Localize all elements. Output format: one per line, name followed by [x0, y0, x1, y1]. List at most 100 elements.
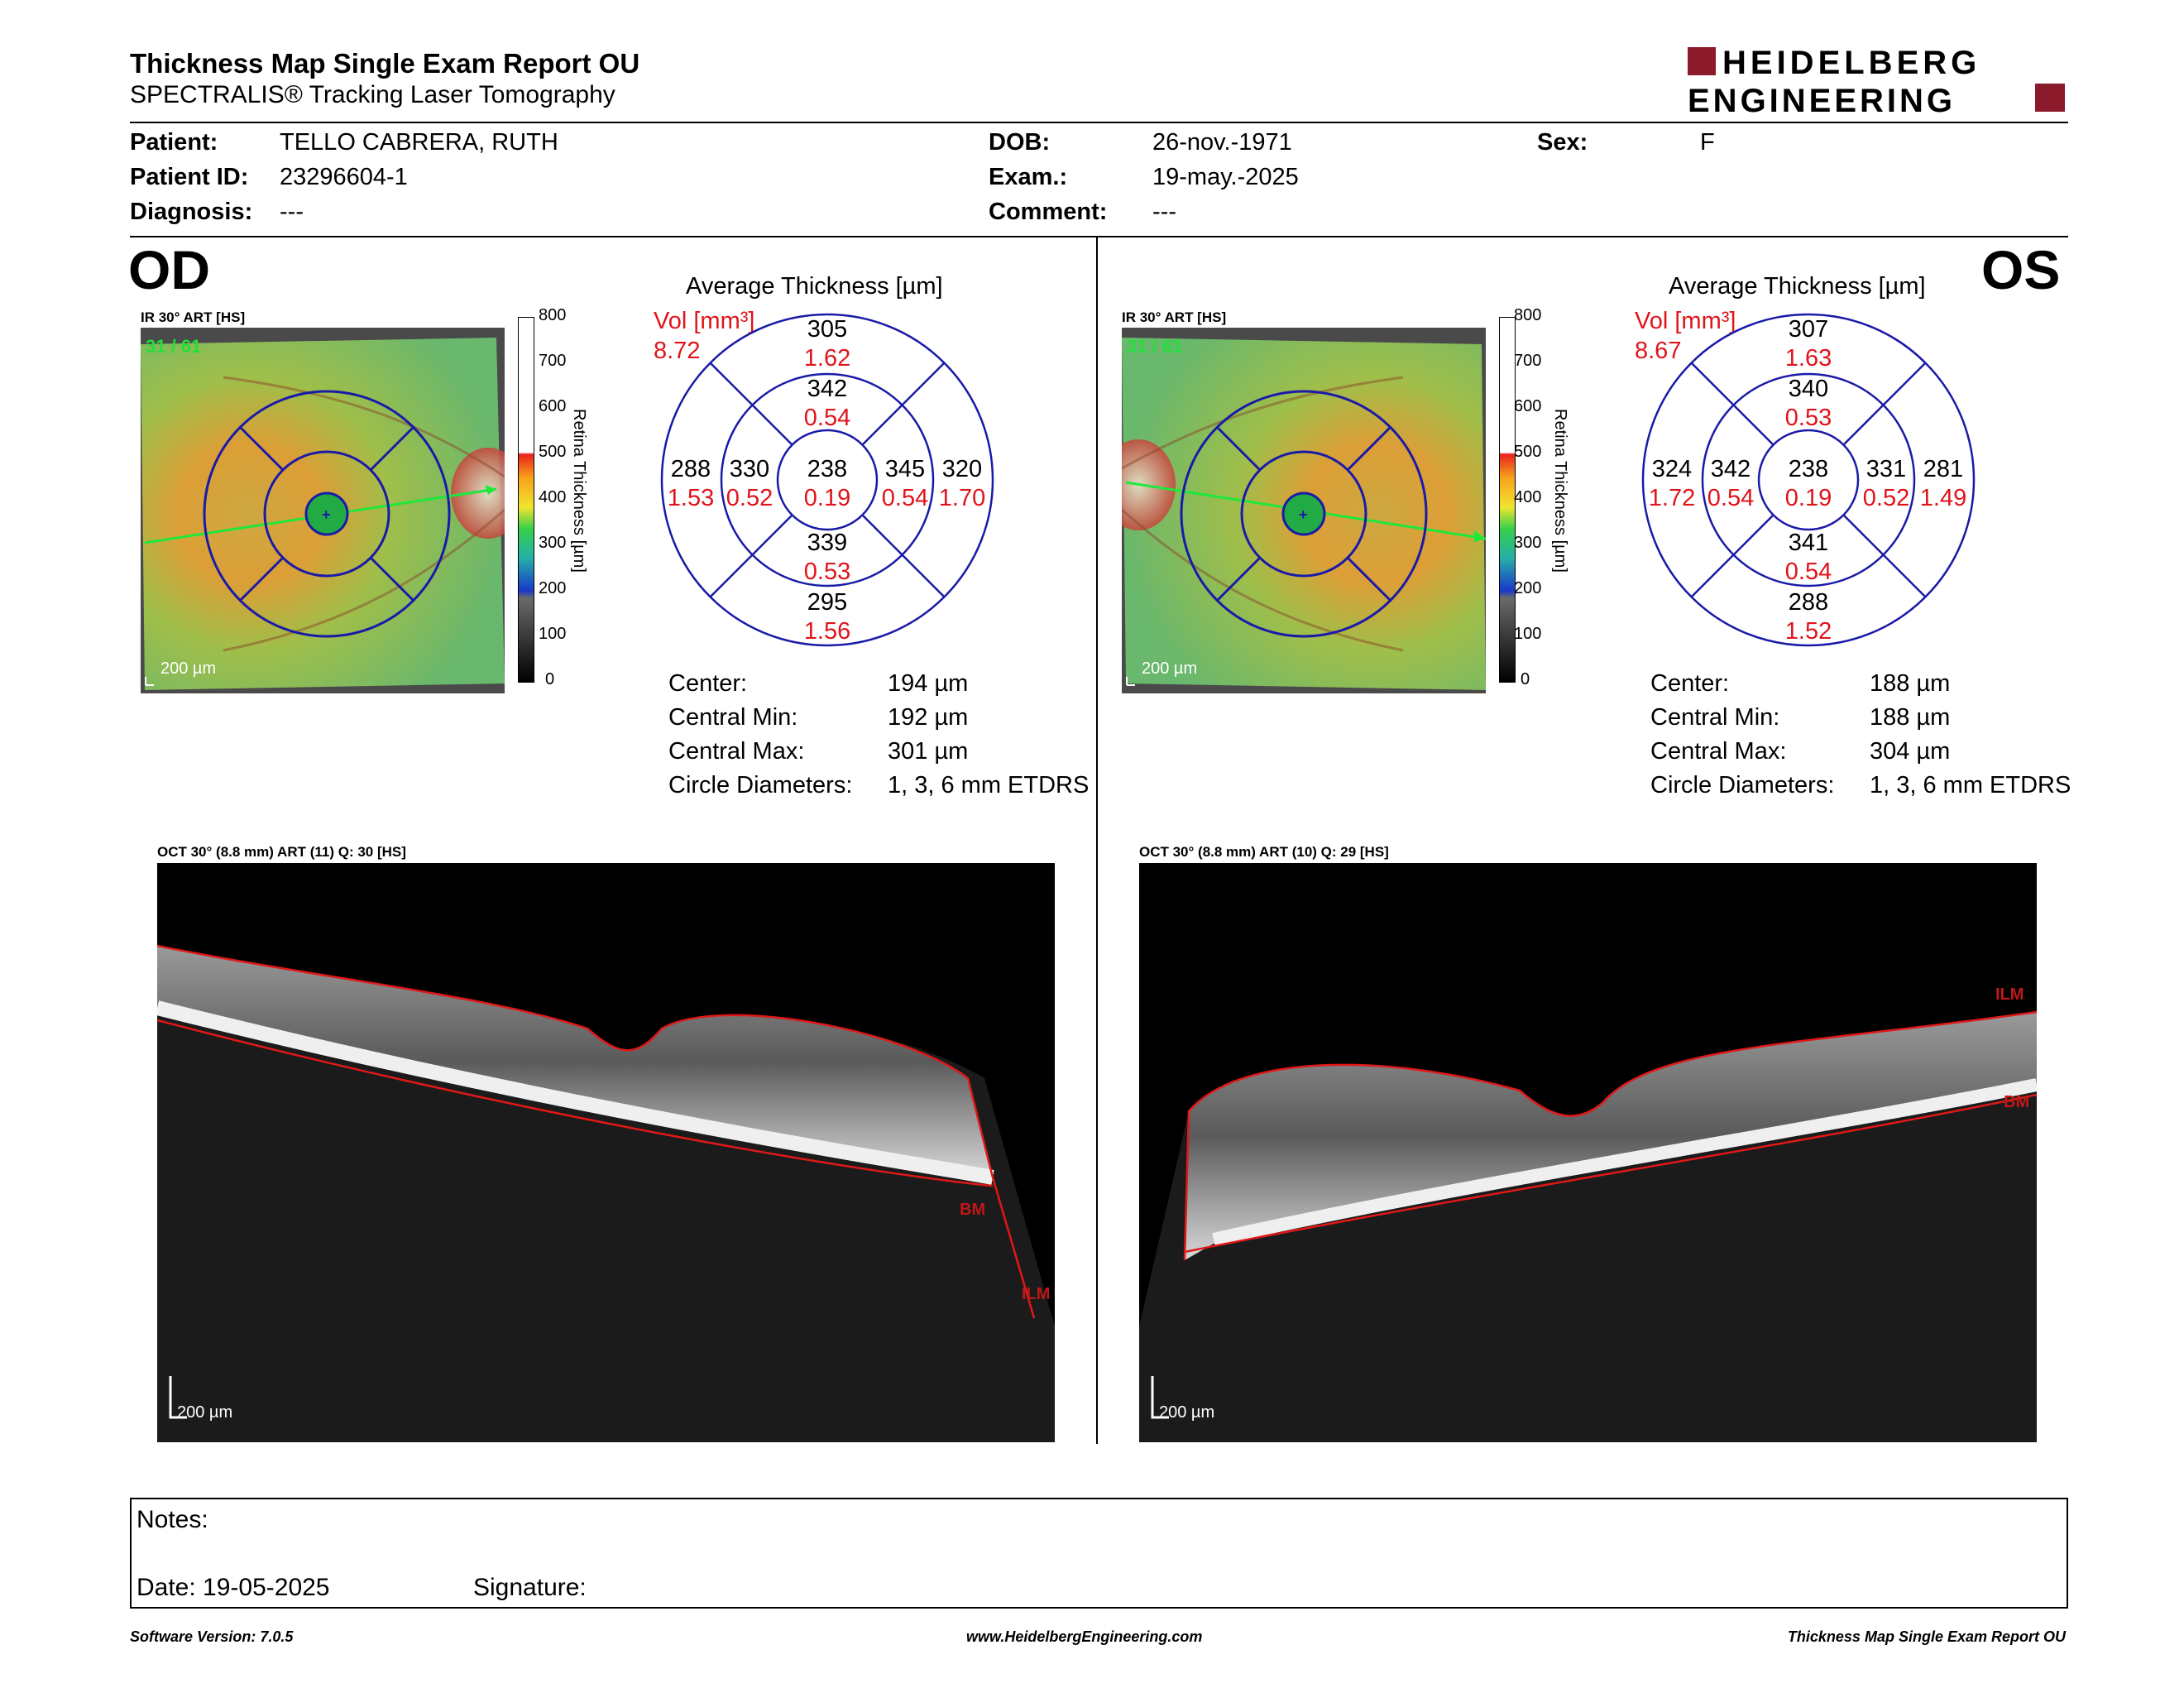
- comment-label: Comment:: [989, 199, 1108, 225]
- od-outer-inf-volume: 1.56: [804, 618, 850, 645]
- od-stat-diam-value: 1, 3, 6 mm ETDRS: [888, 772, 1090, 798]
- os-inner-sup-thickness: 340: [1789, 376, 1828, 402]
- eye-divider: [1096, 237, 1098, 1444]
- od-inner-right-thickness: 345: [885, 456, 925, 482]
- od-eye-label: OD: [128, 239, 210, 300]
- os-eye-label: OS: [1981, 239, 2061, 300]
- od-outer-right-volume: 1.70: [939, 485, 985, 511]
- svg-text:31 / 61: 31 / 61: [1127, 336, 1182, 357]
- notes-label: Notes:: [136, 1506, 208, 1533]
- os-ir-label: IR 30° ART [HS]: [1122, 309, 1227, 325]
- os-oct-bscan: ILM BM 200 µm: [1139, 863, 2037, 1442]
- od-stat-center-label: Center:: [668, 670, 748, 697]
- sex-value: F: [1700, 129, 1715, 156]
- od-oct-bscan: BM ILM 200 µm: [157, 863, 1055, 1442]
- os-fundus-etdrs-grid: [1180, 390, 1428, 638]
- od-outer-left-thickness: 288: [671, 456, 711, 482]
- od-outer-sup-thickness: 305: [807, 316, 847, 343]
- os-outer-left-volume: 1.72: [1649, 485, 1695, 511]
- svg-text:BM: BM: [960, 1201, 985, 1219]
- od-inner-sup-volume: 0.54: [804, 405, 850, 431]
- od-inner-inf-volume: 0.53: [804, 559, 850, 585]
- svg-text:BM: BM: [2004, 1093, 2029, 1111]
- patient-label: Patient:: [130, 129, 218, 156]
- od-color-scale: [518, 317, 534, 683]
- report-subtitle: SPECTRALIS® Tracking Laser Tomography: [130, 81, 615, 108]
- os-outer-sup-volume: 1.63: [1785, 345, 1832, 372]
- report-title: Thickness Map Single Exam Report OU: [130, 48, 640, 79]
- os-stat-min-label: Central Min:: [1650, 704, 1780, 731]
- svg-text:ILM: ILM: [1022, 1285, 1050, 1303]
- sex-label: Sex:: [1537, 129, 1588, 156]
- os-center-volume: 0.19: [1785, 485, 1832, 511]
- od-vol-value: 8.72: [654, 338, 701, 364]
- os-center-thickness: 238: [1789, 456, 1828, 482]
- os-inner-right-volume: 0.52: [1863, 485, 1909, 511]
- os-avg-title: Average Thickness [µm]: [1669, 273, 1926, 300]
- diagnosis-label: Diagnosis:: [130, 199, 253, 225]
- svg-text:ILM: ILM: [1995, 985, 2024, 1004]
- notes-signature: Signature:: [473, 1574, 587, 1601]
- os-vol-value: 8.67: [1635, 338, 1682, 364]
- os-inner-right-thickness: 331: [1866, 456, 1906, 482]
- od-outer-right-thickness: 320: [942, 456, 982, 482]
- od-stat-max-label: Central Max:: [668, 738, 805, 765]
- os-stat-center-label: Center:: [1650, 670, 1730, 697]
- os-stat-max-label: Central Max:: [1650, 738, 1787, 765]
- od-inner-right-volume: 0.54: [882, 485, 928, 511]
- os-outer-sup-thickness: 307: [1789, 316, 1828, 343]
- footer-website: www.HeidelbergEngineering.com: [966, 1628, 1203, 1645]
- od-stat-diam-label: Circle Diameters:: [668, 772, 853, 798]
- os-outer-left-thickness: 324: [1652, 456, 1692, 482]
- svg-text:31 / 61: 31 / 61: [146, 336, 201, 357]
- os-inner-left-thickness: 342: [1711, 456, 1751, 482]
- svg-text:200 µm: 200 µm: [1142, 659, 1197, 678]
- od-fundus-image: 31 / 61 200 µm +: [141, 328, 505, 693]
- os-outer-inf-thickness: 288: [1789, 589, 1828, 616]
- od-outer-left-volume: 1.53: [668, 485, 714, 511]
- patient-id-label: Patient ID:: [130, 164, 249, 190]
- svg-text:+: +: [1299, 506, 1308, 523]
- notes-date: Date: 19-05-2025: [136, 1574, 330, 1601]
- os-outer-right-thickness: 281: [1923, 456, 1963, 482]
- od-inner-inf-thickness: 339: [807, 530, 847, 556]
- svg-text:+: +: [322, 506, 331, 523]
- notes-box: Notes: Date: 19-05-2025 Signature:: [130, 1498, 2068, 1609]
- svg-text:200 µm: 200 µm: [160, 659, 216, 678]
- od-center-thickness: 238: [807, 456, 847, 482]
- os-fundus-image: 31 / 61 200 µm +: [1122, 328, 1486, 693]
- dob-label: DOB:: [989, 129, 1051, 156]
- svg-text:200 µm: 200 µm: [177, 1403, 232, 1422]
- os-outer-right-volume: 1.49: [1920, 485, 1966, 511]
- os-stat-min-value: 188 µm: [1870, 704, 1951, 731]
- os-inner-inf-volume: 0.54: [1785, 559, 1832, 585]
- patient-id: 23296604-1: [280, 164, 408, 190]
- os-stat-diam-value: 1, 3, 6 mm ETDRS: [1870, 772, 2071, 798]
- od-inner-sup-thickness: 342: [807, 376, 847, 402]
- exam-value: 19-may.-2025: [1152, 164, 1299, 190]
- od-stat-center-value: 194 µm: [888, 670, 969, 697]
- od-stat-min-value: 192 µm: [888, 704, 969, 731]
- os-inner-left-volume: 0.54: [1707, 485, 1754, 511]
- od-stat-min-label: Central Min:: [668, 704, 798, 731]
- footer-software-version: Software Version: 7.0.5: [130, 1628, 294, 1645]
- od-fundus-etdrs-grid: [203, 390, 451, 638]
- os-outer-inf-volume: 1.52: [1785, 618, 1832, 645]
- footer-report-name: Thickness Map Single Exam Report OU: [1787, 1628, 2066, 1645]
- logo-line2: ENGINEERING: [1688, 83, 1956, 115]
- os-inner-inf-thickness: 341: [1789, 530, 1828, 556]
- heidelberg-logo: HEIDELBERG ENGINEERING: [1688, 46, 2065, 115]
- exam-label: Exam.:: [989, 164, 1068, 190]
- header-divider: [130, 122, 2068, 123]
- od-outer-inf-thickness: 295: [807, 589, 847, 616]
- os-oct-label: OCT 30° (8.8 mm) ART (10) Q: 29 [HS]: [1139, 844, 1389, 860]
- logo-square-top: [1688, 47, 1716, 75]
- logo-line1: HEIDELBERG: [1722, 46, 1980, 81]
- od-stat-max-value: 301 µm: [888, 738, 969, 765]
- od-vol-label: Vol [mm³]: [654, 308, 755, 334]
- os-color-scale-title: Retina Thickness [µm]: [1551, 409, 1569, 573]
- od-center-volume: 0.19: [804, 485, 850, 511]
- od-etdrs-grid: 305 1.62 342 0.54 288 1.53 330 0.52 238 …: [660, 313, 994, 647]
- od-inner-left-thickness: 330: [730, 456, 769, 482]
- os-etdrs-grid: 307 1.63 340 0.53 324 1.72 342 0.54 238 …: [1641, 313, 1976, 647]
